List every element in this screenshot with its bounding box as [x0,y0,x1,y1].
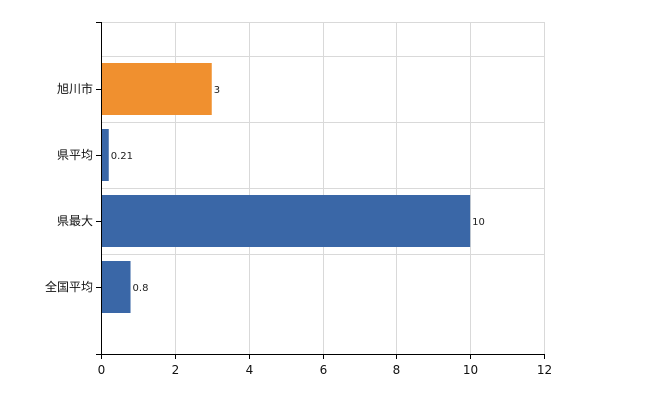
bar-2 [101,195,471,247]
x-tick-label-2: 4 [246,363,254,377]
x-tick-label-0: 0 [98,363,106,377]
bar-0 [101,63,212,115]
value-label-2: 10 [472,217,485,228]
labels: 3 旭川市 0.21 県平均 10 県最大 0.8 全国平均 0 2 4 6 8 10 12 [45,81,552,377]
category-label-3: 全国平均 [45,279,93,294]
x-tick-label-5: 10 [463,363,478,377]
x-tick-label-6: 12 [537,363,552,377]
value-label-3: 0.8 [133,283,149,294]
x-tick-label-3: 6 [320,363,328,377]
bars [101,63,471,313]
grid [101,22,545,354]
bar-1 [101,129,109,181]
category-label-1: 県平均 [57,148,93,162]
value-label-0: 3 [214,85,220,96]
category-label-2: 県最大 [57,214,93,228]
x-tick-label-4: 8 [393,363,401,377]
bar-3 [101,261,131,313]
category-label-0: 旭川市 [57,81,93,96]
value-label-1: 0.21 [111,151,133,162]
axes [96,22,545,359]
x-tick-label-1: 2 [172,363,180,377]
